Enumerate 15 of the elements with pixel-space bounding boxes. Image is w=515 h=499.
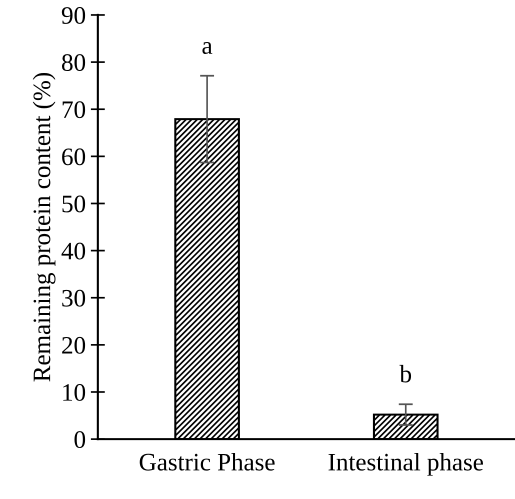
y-axis-title: Remaining protein content (%) <box>32 72 56 382</box>
x-tick-label: Intestinal phase <box>328 453 483 476</box>
y-tick-label: 10 <box>63 384 86 401</box>
y-tick-label: 30 <box>62 290 86 307</box>
y-tick-label: 80 <box>62 54 86 72</box>
annotation: b <box>399 364 412 382</box>
x-tick-label: Gastric Phase <box>140 453 275 471</box>
annotation: a <box>202 42 212 54</box>
y-tick-label: 40 <box>62 242 86 260</box>
y-tick-label: 50 <box>62 196 86 212</box>
y-tick-label: 20 <box>62 336 86 354</box>
y-tick-label: 60 <box>62 148 86 166</box>
y-tick-label: 70 <box>62 101 86 118</box>
y-tick-label: 90 <box>62 7 86 24</box>
y-tick-label: 0 <box>74 431 86 448</box>
